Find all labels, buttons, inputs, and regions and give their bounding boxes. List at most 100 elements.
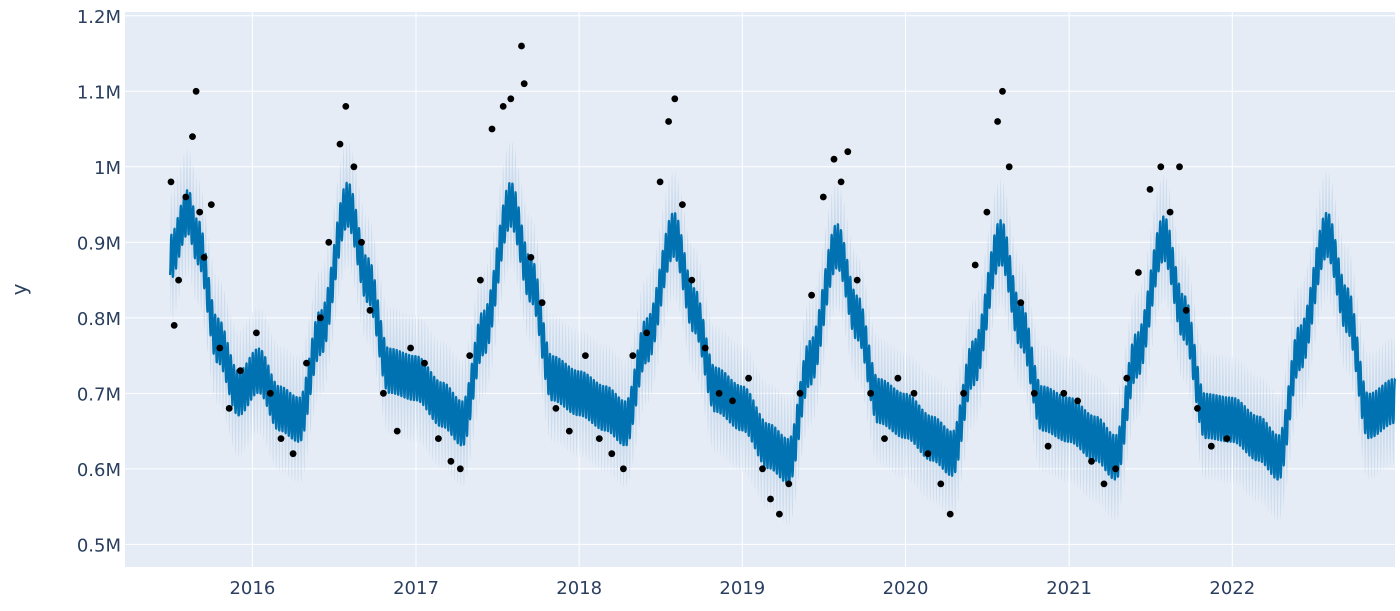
- y-axis-title: y: [7, 283, 31, 295]
- observed-point: [336, 140, 344, 148]
- observed-point: [881, 435, 888, 442]
- observed-point: [1146, 186, 1154, 193]
- observed-point: [477, 276, 484, 284]
- observed-point: [894, 374, 902, 382]
- observed-point: [289, 450, 297, 458]
- observed-point: [421, 359, 428, 367]
- observed-point: [759, 465, 766, 473]
- observed-point: [393, 427, 401, 435]
- observed-point: [466, 352, 474, 359]
- observed-point: [671, 95, 679, 103]
- observed-point: [266, 389, 274, 397]
- observed-point: [192, 87, 200, 95]
- observed-point: [629, 352, 637, 359]
- observed-point: [538, 299, 546, 307]
- observed-point: [1112, 465, 1119, 473]
- observed-point: [729, 397, 736, 405]
- observed-point: [366, 306, 374, 314]
- observed-point: [1074, 397, 1081, 405]
- observed-point: [608, 450, 616, 458]
- observed-point: [236, 367, 244, 375]
- observed-point: [1044, 442, 1052, 450]
- observed-point: [488, 125, 496, 133]
- observed-point: [1166, 208, 1174, 216]
- observed-point: [971, 261, 979, 269]
- observed-point: [844, 148, 852, 156]
- forecast-line: [169, 181, 1396, 485]
- y-tick-label: 1.2M: [77, 7, 121, 28]
- observed-point: [983, 208, 991, 216]
- observed-point: [745, 374, 752, 382]
- y-tick-label: 0.5M: [77, 535, 121, 556]
- observed-point: [507, 95, 515, 103]
- observed-point: [200, 254, 208, 261]
- observed-point: [196, 208, 204, 216]
- observed-point: [1182, 306, 1190, 314]
- observed-point: [808, 291, 815, 299]
- x-tick-label: 2016: [229, 578, 275, 599]
- observed-point: [225, 405, 233, 412]
- x-axis-ticks: 2016 2017 2018 2019 2020 2021 2022: [229, 578, 1255, 599]
- observed-point: [643, 329, 651, 337]
- observed-point: [1100, 480, 1108, 488]
- observed-point: [207, 201, 215, 209]
- observed-point: [435, 435, 442, 442]
- observed-point: [994, 118, 1001, 125]
- forecast-yhat: [169, 181, 1396, 485]
- observed-point: [595, 435, 603, 442]
- observed-point: [1135, 269, 1142, 276]
- observed-point: [1017, 299, 1025, 307]
- observed-point: [867, 389, 874, 397]
- observed-point: [688, 276, 696, 284]
- observed-point: [499, 103, 507, 110]
- observed-points: [167, 42, 1231, 518]
- observed-point: [189, 133, 196, 141]
- observed-point: [175, 276, 183, 284]
- observed-point: [216, 344, 224, 352]
- observed-point: [819, 193, 827, 201]
- x-tick-label: 2017: [393, 578, 439, 599]
- y-tick-label: 1.1M: [77, 82, 121, 103]
- observed-point: [1060, 389, 1068, 397]
- plot-background: [125, 12, 1395, 567]
- observed-point: [656, 178, 664, 186]
- x-tick-label: 2018: [556, 578, 602, 599]
- observed-point: [456, 465, 464, 473]
- y-tick-label: 0.6M: [77, 460, 121, 481]
- observed-point: [582, 352, 589, 359]
- observed-point: [937, 480, 945, 488]
- observed-point: [277, 435, 285, 442]
- observed-point: [960, 389, 967, 397]
- observed-point: [924, 450, 932, 458]
- observed-point: [837, 178, 845, 186]
- observed-point: [946, 510, 954, 518]
- observed-point: [715, 389, 723, 397]
- observed-point: [380, 389, 387, 397]
- x-tick-label: 2019: [719, 578, 765, 599]
- y-tick-label: 1M: [94, 158, 121, 179]
- observed-point: [999, 87, 1006, 95]
- observed-point: [303, 359, 310, 367]
- observed-point: [342, 103, 350, 110]
- y-tick-label: 0.7M: [77, 384, 121, 405]
- x-tick-label: 2022: [1209, 578, 1255, 599]
- observed-point: [358, 238, 365, 246]
- observed-point: [701, 344, 709, 352]
- observed-point: [325, 238, 333, 246]
- observed-point: [620, 465, 627, 473]
- observed-point: [910, 389, 918, 397]
- observed-point: [518, 42, 525, 50]
- observed-point: [776, 510, 783, 518]
- x-tick-label: 2021: [1046, 578, 1092, 599]
- y-tick-label: 0.9M: [77, 233, 121, 254]
- observed-point: [767, 495, 774, 503]
- observed-point: [1207, 442, 1215, 450]
- x-tick-label: 2020: [883, 578, 929, 599]
- observed-point: [796, 389, 804, 397]
- observed-point: [447, 457, 455, 465]
- observed-point: [1005, 163, 1013, 171]
- observed-point: [350, 163, 358, 171]
- observed-point: [1194, 405, 1201, 412]
- observed-point: [407, 344, 414, 352]
